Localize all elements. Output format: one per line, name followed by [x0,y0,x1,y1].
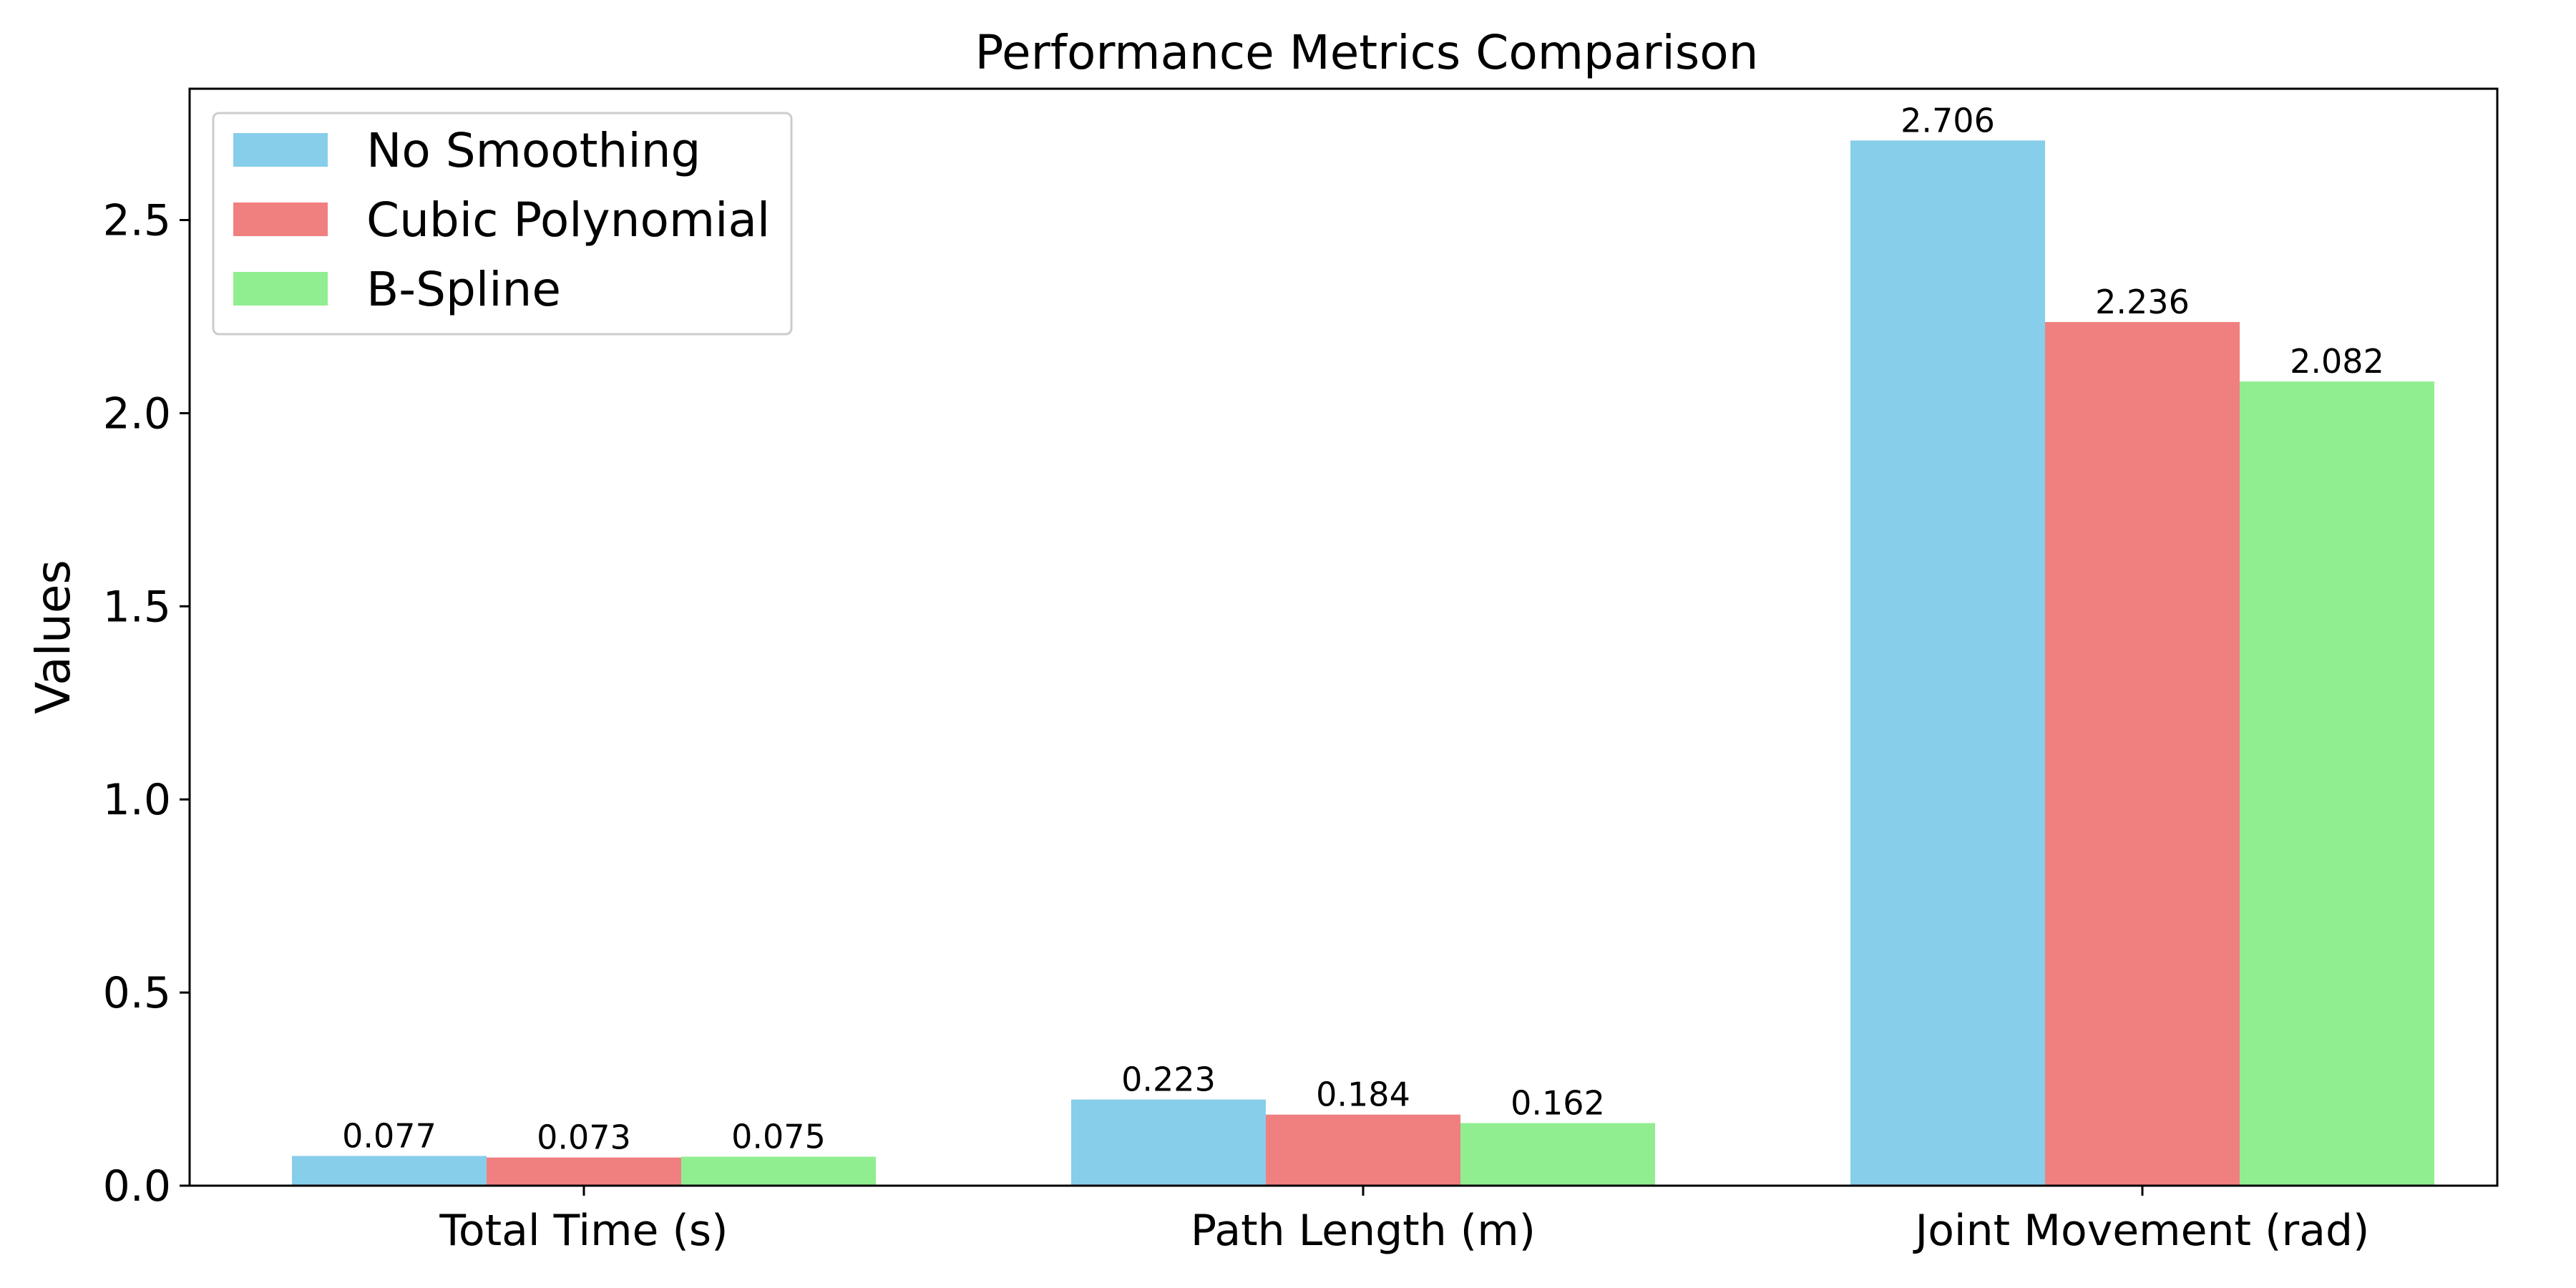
legend-label: B-Spline [366,262,561,317]
bar [1850,140,2045,1186]
bar [681,1156,876,1186]
bar [1266,1114,1460,1186]
data-label: 0.162 [1511,1084,1605,1123]
bar [1071,1099,1266,1186]
bar [487,1157,681,1186]
x-tick-label: Joint Movement (rad) [1913,1206,2370,1256]
x-tick-label: Path Length (m) [1191,1206,1536,1256]
y-tick-label: 0.0 [103,1161,171,1211]
y-tick-label: 2.0 [103,389,171,439]
bar [1460,1123,1655,1186]
data-label: 0.223 [1121,1060,1216,1099]
legend-swatch [233,272,328,306]
y-tick-label: 0.5 [103,968,171,1018]
y-tick-label: 2.5 [103,196,171,246]
data-label: 2.706 [1901,101,1995,140]
legend-box [212,112,793,336]
data-label: 2.236 [2095,283,2190,321]
x-tick-label: Total Time (s) [439,1206,728,1256]
bar [292,1156,487,1186]
data-label: 0.075 [731,1118,826,1156]
y-axis-label: Values [26,560,81,714]
bar [2240,381,2434,1186]
legend: No Smoothing Cubic Polynomial B-Spline [212,112,793,336]
legend-swatch [233,203,328,236]
y-tick-label: 1.0 [103,775,171,825]
legend-swatch [233,133,328,167]
data-label: 0.077 [342,1116,436,1155]
legend-label: No Smoothing [366,123,701,178]
plot-frame [188,87,2499,1187]
bars-layer: 0.077 0.223 2.706 0.073 0.184 2.236 0.075 0.162… [292,101,2434,1186]
axis-ticks: 0.0 0.5 1.0 1.5 2.0 2.5 Total Time (s) Path Len… [103,196,2370,1256]
data-label: 2.082 [2290,342,2384,381]
data-label: 0.184 [1316,1075,1410,1114]
legend-label: Cubic Polynomial [366,192,770,248]
y-tick-label: 1.5 [103,582,171,632]
data-label: 0.073 [537,1118,631,1157]
bar [2045,322,2240,1186]
chart-title: Performance Metrics Comparison [975,25,1759,80]
